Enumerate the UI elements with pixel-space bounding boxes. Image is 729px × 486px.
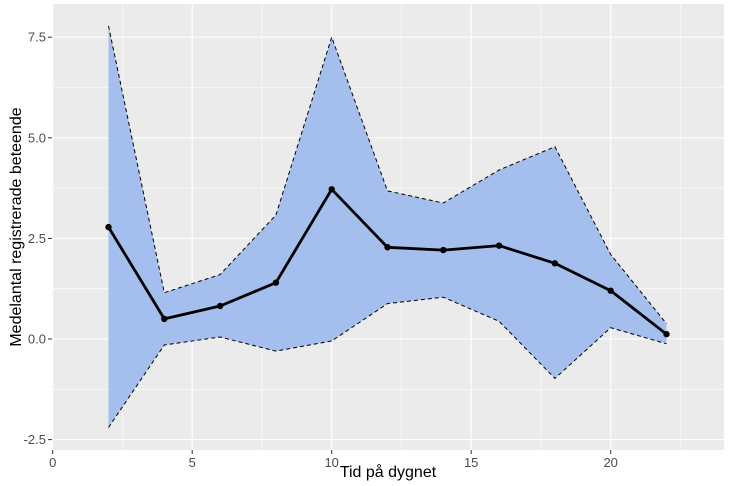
mean-point: [384, 244, 391, 251]
mean-point: [328, 186, 335, 193]
mean-point: [663, 330, 670, 338]
confidence-ribbon: [108, 25, 667, 428]
upper-bound-line: [108, 25, 667, 325]
mean-point: [272, 279, 280, 286]
y-tick-label: 7.5: [28, 30, 46, 45]
x-tick-label: 15: [464, 455, 478, 470]
mean-point: [440, 246, 447, 254]
y-tick-label: 2.5: [28, 231, 46, 246]
y-axis-title: Medelantal registrerade beteende: [8, 107, 25, 346]
mean-point: [161, 315, 168, 323]
x-tick-label: 20: [603, 455, 617, 470]
mean-point: [495, 242, 503, 249]
mean-point: [216, 302, 224, 310]
x-tick-label: 10: [324, 455, 338, 470]
mean-points: [105, 186, 670, 338]
x-tick-label: 5: [189, 455, 196, 470]
lower-bound-line: [108, 296, 667, 428]
y-tick-label: 5.0: [28, 130, 46, 145]
y-tick-label: 0.0: [28, 332, 46, 347]
mean-point: [551, 260, 559, 267]
y-axis-ticks: -2.5 0.0 2.5 5.0 7.5: [24, 30, 52, 447]
mean-point: [105, 223, 112, 231]
x-axis-title: Tid på dygnet: [340, 463, 437, 481]
mean-point: [607, 287, 614, 294]
x-tick-label: 0: [49, 455, 56, 470]
y-tick-label: -2.5: [24, 432, 46, 447]
x-axis-ticks: 0 5 10 15 20: [49, 450, 618, 470]
